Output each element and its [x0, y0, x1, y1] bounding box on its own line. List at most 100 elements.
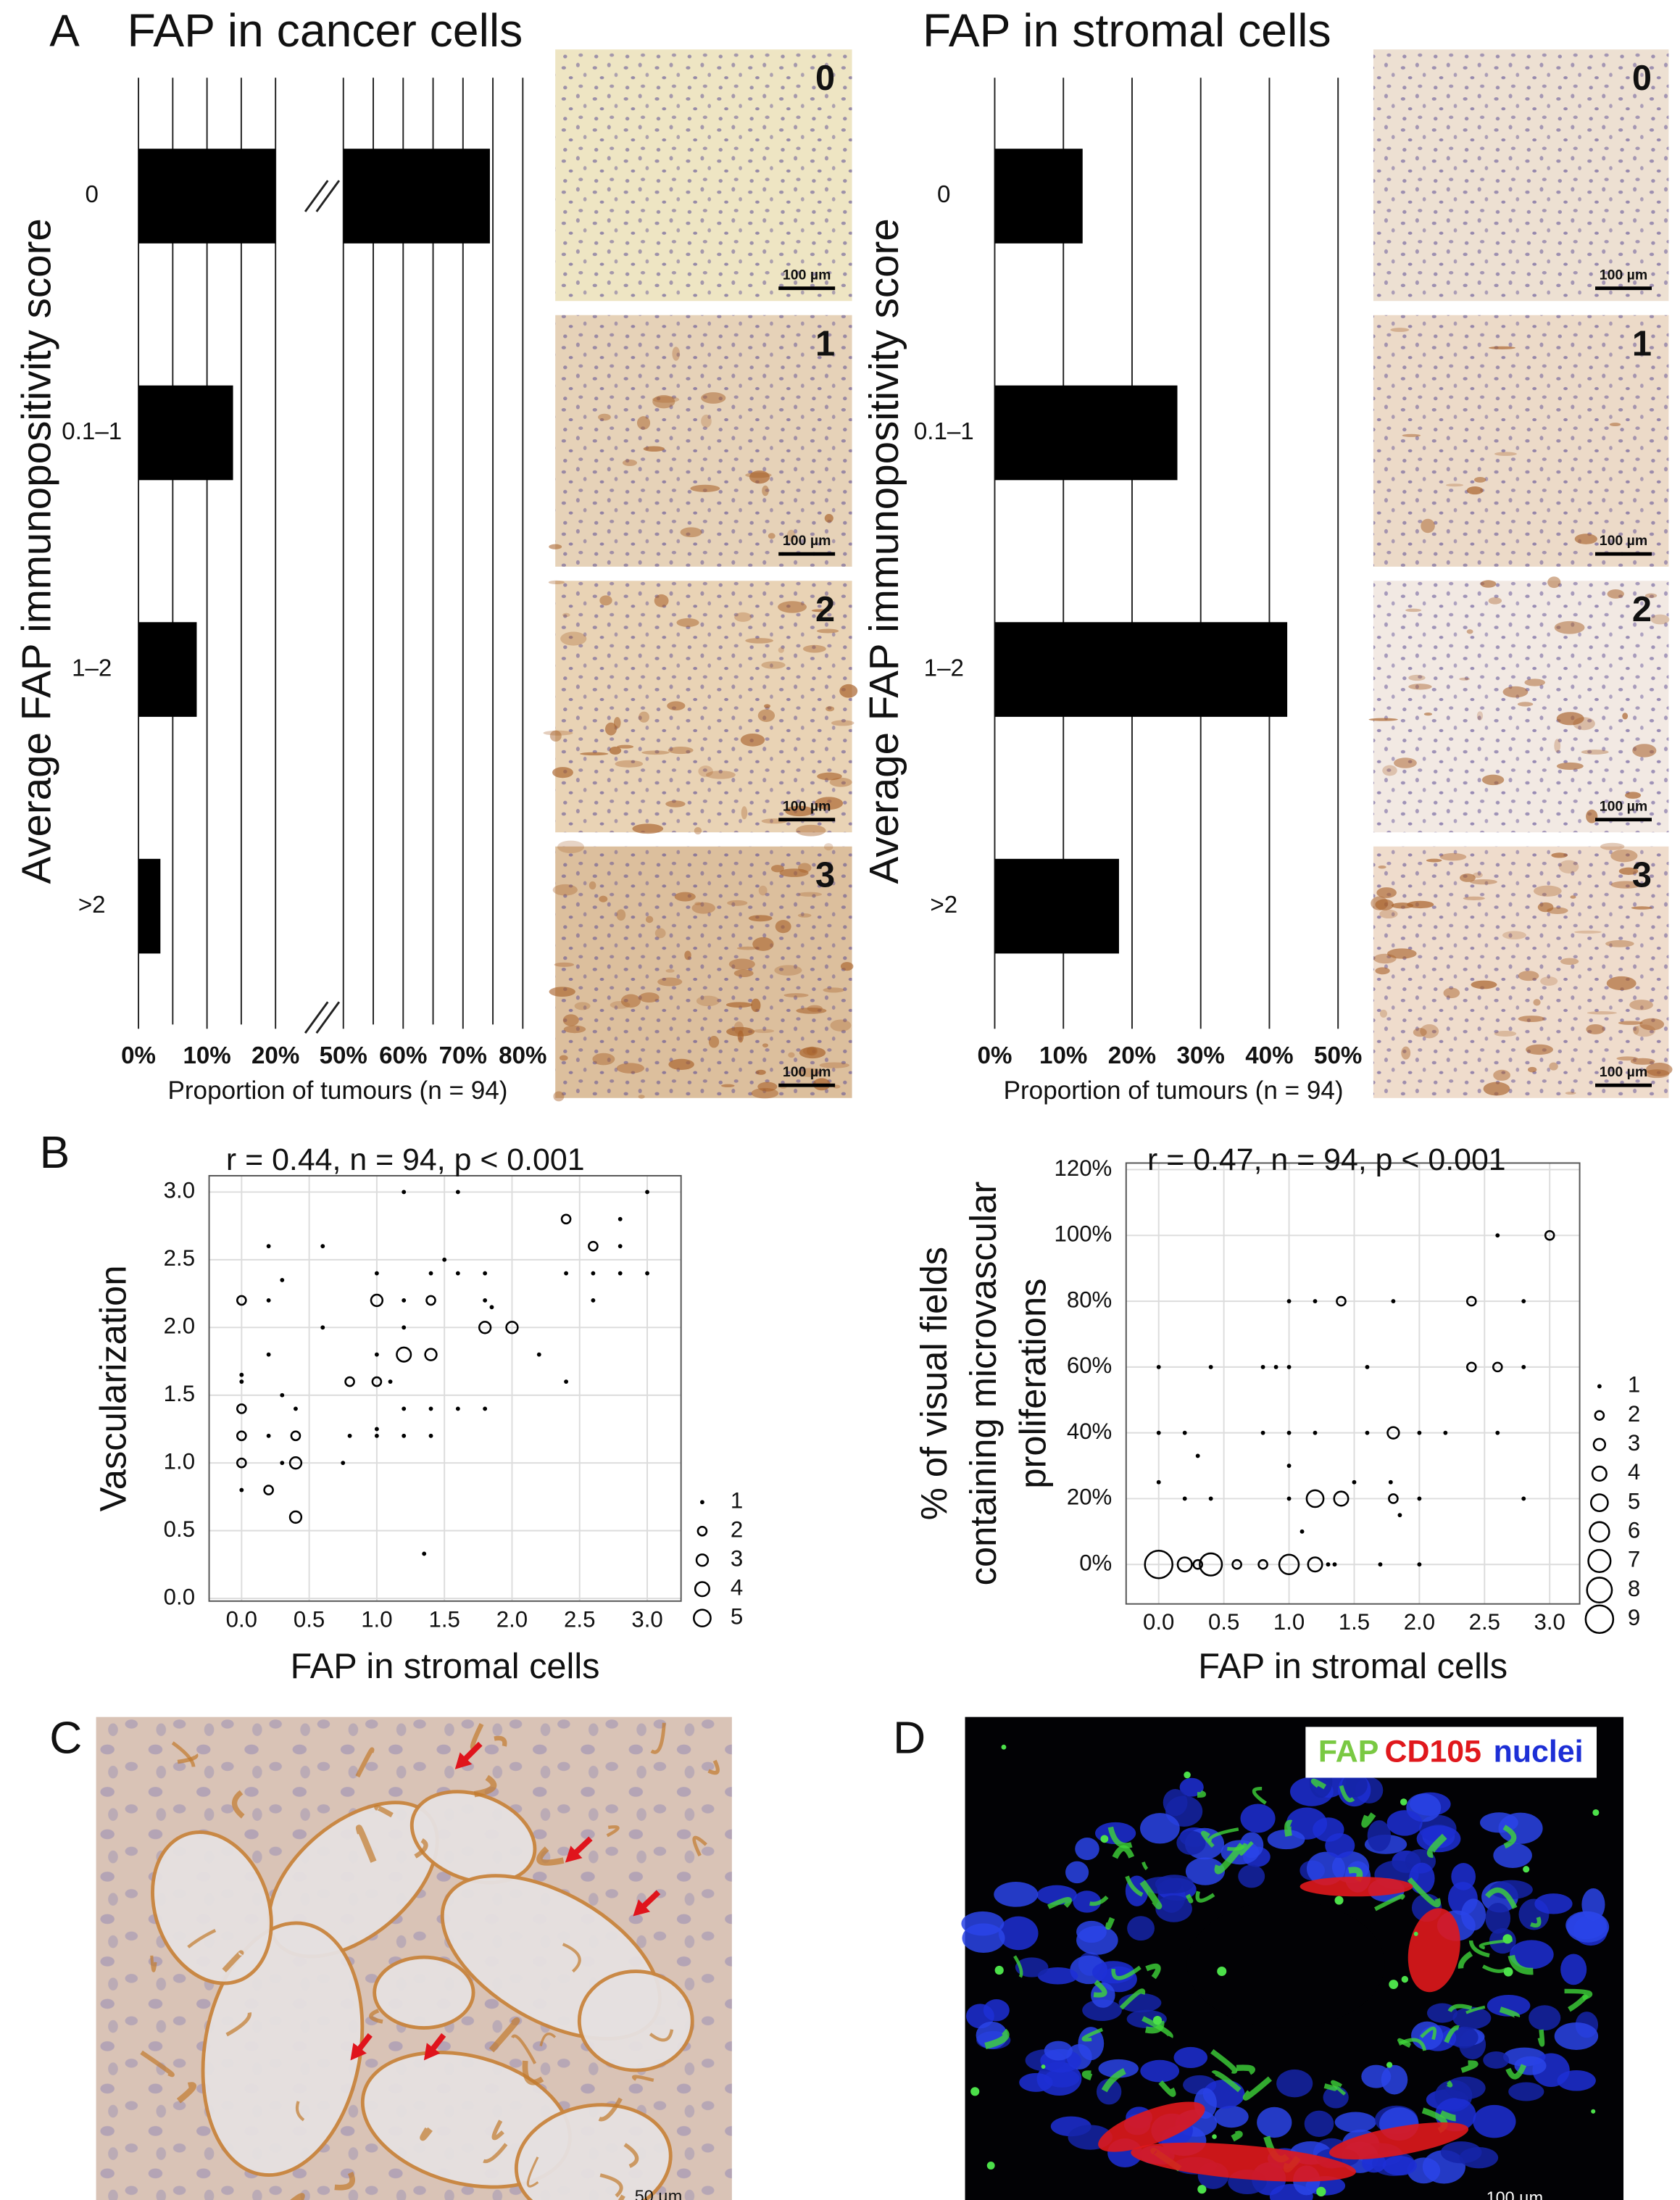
stain: [736, 946, 759, 950]
category-label: 1–2: [72, 655, 112, 681]
arrow: [462, 1741, 483, 1763]
micrograph-layer: [96, 49, 1673, 2200]
scatter-point: [374, 1271, 379, 1276]
stain: [650, 1722, 666, 1754]
scatter-point: [239, 1379, 244, 1384]
stain: [176, 2082, 197, 2104]
stain: [1502, 931, 1526, 939]
stain: [748, 915, 773, 922]
legend-label: 6: [1628, 1518, 1640, 1543]
arrow-head: [454, 1752, 473, 1769]
x-tick-label: 20%: [1108, 1042, 1156, 1069]
stain: [707, 1759, 720, 1775]
stain: [1443, 987, 1460, 999]
stain: [222, 1950, 244, 1973]
panel-label: D: [893, 1713, 926, 1763]
stain: [355, 1825, 377, 1863]
stain: [638, 1095, 645, 1099]
y-axis-label: Vascularization: [92, 1265, 133, 1511]
scatter-point: [288, 1510, 303, 1524]
speck: [1401, 1975, 1408, 1983]
scatter-point: [1391, 1299, 1396, 1304]
bar: [994, 858, 1119, 954]
scatter-point: [428, 1406, 433, 1411]
fap-signal: [1107, 1826, 1133, 1848]
fap-signal: [1361, 1812, 1376, 1828]
stain: [694, 826, 702, 835]
nucleus: [1334, 2112, 1376, 2133]
speck: [1334, 1896, 1344, 1905]
stain: [1524, 678, 1546, 686]
fap-signal: [1339, 1785, 1355, 1803]
fap-signal: [1227, 1843, 1248, 1851]
stain: [1618, 867, 1639, 875]
x-tick-label: 2.0: [1404, 1609, 1435, 1635]
stain: [295, 2101, 305, 2122]
x-axis-label: FAP in stromal cells: [1198, 1647, 1508, 1686]
nucleus: [1313, 1817, 1344, 1842]
speck: [1184, 1771, 1191, 1779]
cd105-signal: [1131, 2142, 1356, 2182]
stain: [1375, 899, 1394, 910]
nucleus: [1240, 1803, 1276, 1833]
stain: [539, 2033, 557, 2046]
stain: [560, 631, 587, 646]
stain: [592, 1053, 615, 1066]
stain: [668, 1058, 694, 1070]
speck: [1591, 2109, 1596, 2114]
x-tick-label: 1.0: [361, 1606, 392, 1632]
scatter-point: [1307, 1556, 1323, 1573]
capillary: [373, 1955, 475, 2030]
speck: [1041, 2064, 1046, 2069]
stain: [786, 529, 796, 542]
scale-bar-label: 100 µm: [1600, 1064, 1647, 1080]
speck: [1386, 2062, 1393, 2068]
panel-label: B: [40, 1128, 70, 1178]
legend-marker: [696, 1525, 708, 1537]
stain: [674, 892, 696, 902]
fap-signal: [1119, 1988, 1146, 2010]
scatter-point: [263, 1485, 274, 1495]
y-tick-label: 0.0: [164, 1584, 195, 1609]
stain: [705, 771, 736, 779]
fap-signal: [1142, 2016, 1173, 2038]
scatter-point: [1388, 1493, 1399, 1504]
stain: [799, 1047, 826, 1059]
nucleus: [1140, 1813, 1180, 1844]
stain: [1493, 1069, 1510, 1081]
stain: [549, 544, 562, 549]
stain: [1408, 684, 1432, 690]
nucleus: [1173, 2046, 1208, 2068]
stain: [1632, 744, 1657, 757]
stain: [548, 580, 565, 585]
fap-signal: [1101, 2068, 1126, 2093]
stain: [334, 2171, 355, 2191]
fap-signal: [1089, 1895, 1109, 1906]
scatter-point: [617, 1244, 623, 1249]
fap-signal: [1081, 2027, 1103, 2042]
cd105-signal: [1407, 1908, 1460, 1993]
stain: [665, 968, 675, 973]
stain: [1540, 976, 1558, 986]
stain: [562, 613, 570, 618]
panel-label: C: [49, 1713, 82, 1763]
y-tick-label: 0%: [1079, 1550, 1112, 1575]
fap-signal: [1239, 1840, 1254, 1856]
scatter-point: [347, 1433, 352, 1438]
stain: [1630, 1058, 1655, 1065]
stain: [1494, 452, 1517, 456]
stain: [1547, 576, 1561, 589]
fap-signal: [1197, 1790, 1207, 1798]
nucleus: [1367, 1820, 1392, 1852]
stain: [696, 995, 720, 1007]
stain: [559, 1055, 568, 1061]
scale-bar-label: 100 µm: [1600, 267, 1647, 283]
stain: [1565, 1092, 1576, 1095]
fap-signal: [1398, 2038, 1427, 2051]
x-tick-label: 2.0: [496, 1606, 528, 1632]
stain: [552, 767, 573, 779]
y-tick-label: 80%: [1067, 1287, 1112, 1312]
x-tick-label: 0.5: [1208, 1609, 1239, 1635]
scatter-point: [1417, 1496, 1422, 1501]
